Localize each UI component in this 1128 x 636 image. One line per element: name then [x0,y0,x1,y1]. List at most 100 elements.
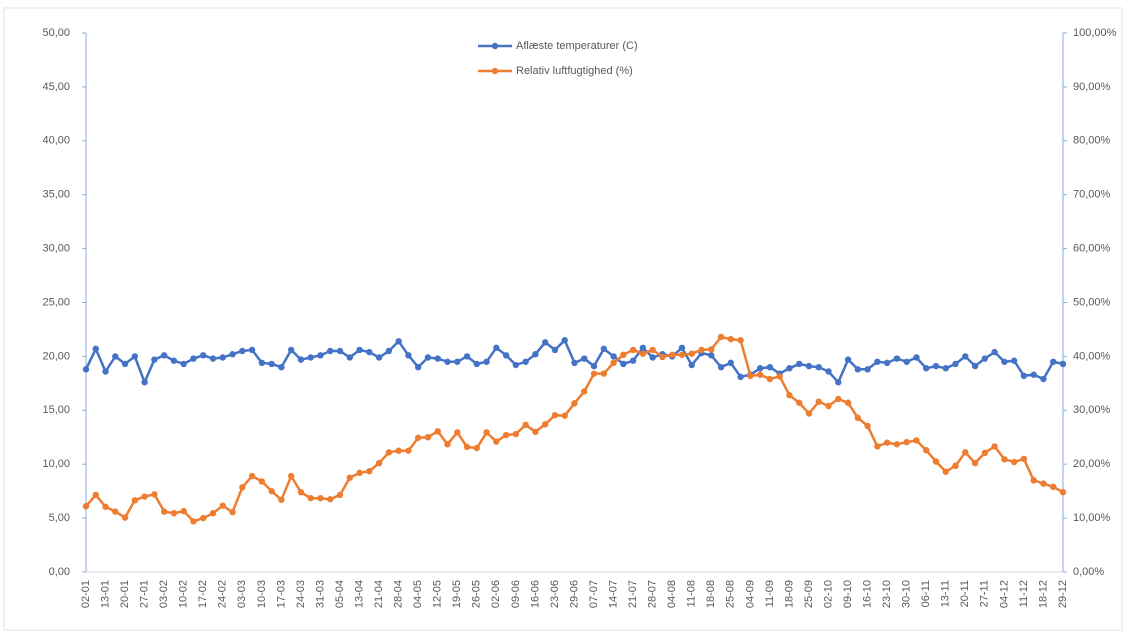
x-tick-label: 18-08 [705,580,717,608]
x-tick-label: 20-01 [119,580,131,608]
point [239,484,246,491]
y-tick-label: 30,00 [42,243,70,255]
x-tick-label: 30-10 [901,580,913,608]
y2-tick-label: 80,00% [1073,135,1111,147]
x-tick-label: 24-03 [295,580,307,608]
point [522,421,529,429]
point [600,345,608,353]
x-tick-label: 11-08 [686,580,698,607]
y2-tick-label: 50,00% [1073,296,1111,308]
point [502,431,510,439]
point [923,365,930,372]
x-tick-label: 10-03 [256,580,268,608]
point [92,345,99,353]
point [815,398,822,405]
point [844,399,852,406]
point [659,353,666,361]
point [190,355,197,362]
point [854,366,862,373]
point [629,357,637,364]
point [942,365,949,372]
point [248,346,256,354]
point [639,350,647,357]
point [1020,372,1028,380]
x-tick-label: 17-03 [275,580,287,608]
x-tick-label: 12-05 [432,580,444,608]
point [454,358,461,365]
point [610,353,617,360]
point [541,421,549,428]
x-tick-label: 04-12 [998,580,1010,608]
point [385,347,393,355]
point [932,458,940,465]
point [786,392,793,399]
x-tick-label: 16-06 [529,580,541,608]
x-tick-label: 13-11 [940,580,952,607]
point [874,443,881,450]
x-tick-label: 13-04 [353,580,365,608]
point [307,494,314,502]
point [835,395,842,403]
point [1050,358,1057,365]
point [258,478,266,485]
point [1001,456,1008,463]
point [1030,371,1037,378]
point [414,363,422,371]
point [493,344,500,351]
point [512,361,520,369]
point [708,346,715,353]
x-tick-label: 25-09 [803,580,815,608]
point [317,494,324,502]
x-tick-label: 23-06 [549,580,561,608]
point [805,410,813,417]
x-tick-label: 18-09 [783,580,795,608]
point [561,412,568,419]
point [1040,375,1047,383]
point [981,355,989,362]
point [708,352,715,359]
point [366,468,373,475]
point [151,356,158,363]
y-tick-label: 40,00 [42,135,70,147]
y2-tick-label: 90,00% [1073,81,1111,93]
point [561,337,568,344]
point [512,430,520,438]
point [473,360,480,368]
point [688,350,695,357]
point [913,354,920,361]
point [1040,480,1047,487]
x-tick-label: 04-09 [744,580,756,608]
point [786,365,793,372]
y2-tick-label: 30,00% [1073,404,1111,416]
point [434,428,441,435]
x-tick-label: 04-05 [412,580,424,608]
point [444,441,451,448]
point [102,503,109,510]
y-tick-label: 15,00 [42,404,70,416]
point [620,351,627,358]
point [991,348,998,356]
point [854,414,862,422]
point [463,353,471,360]
x-tick-label: 02-01 [80,580,92,608]
x-tick-label: 25-08 [725,580,737,608]
x-tick-label: 13-01 [99,580,111,608]
x-tick-label: 06-11 [920,580,932,607]
point [932,362,940,370]
point [92,491,99,499]
x-tick-label: 19-05 [451,580,463,608]
point [571,400,578,407]
point [160,508,168,515]
point [1010,357,1018,364]
point [1050,483,1057,491]
point [756,371,764,378]
point [141,493,148,500]
point [82,503,90,510]
point [581,388,588,395]
x-tick-label: 09-06 [510,580,522,608]
point [229,508,236,516]
x-tick-label: 10-02 [178,580,190,608]
point [278,496,285,503]
x-tick-label: 07-07 [588,580,600,608]
